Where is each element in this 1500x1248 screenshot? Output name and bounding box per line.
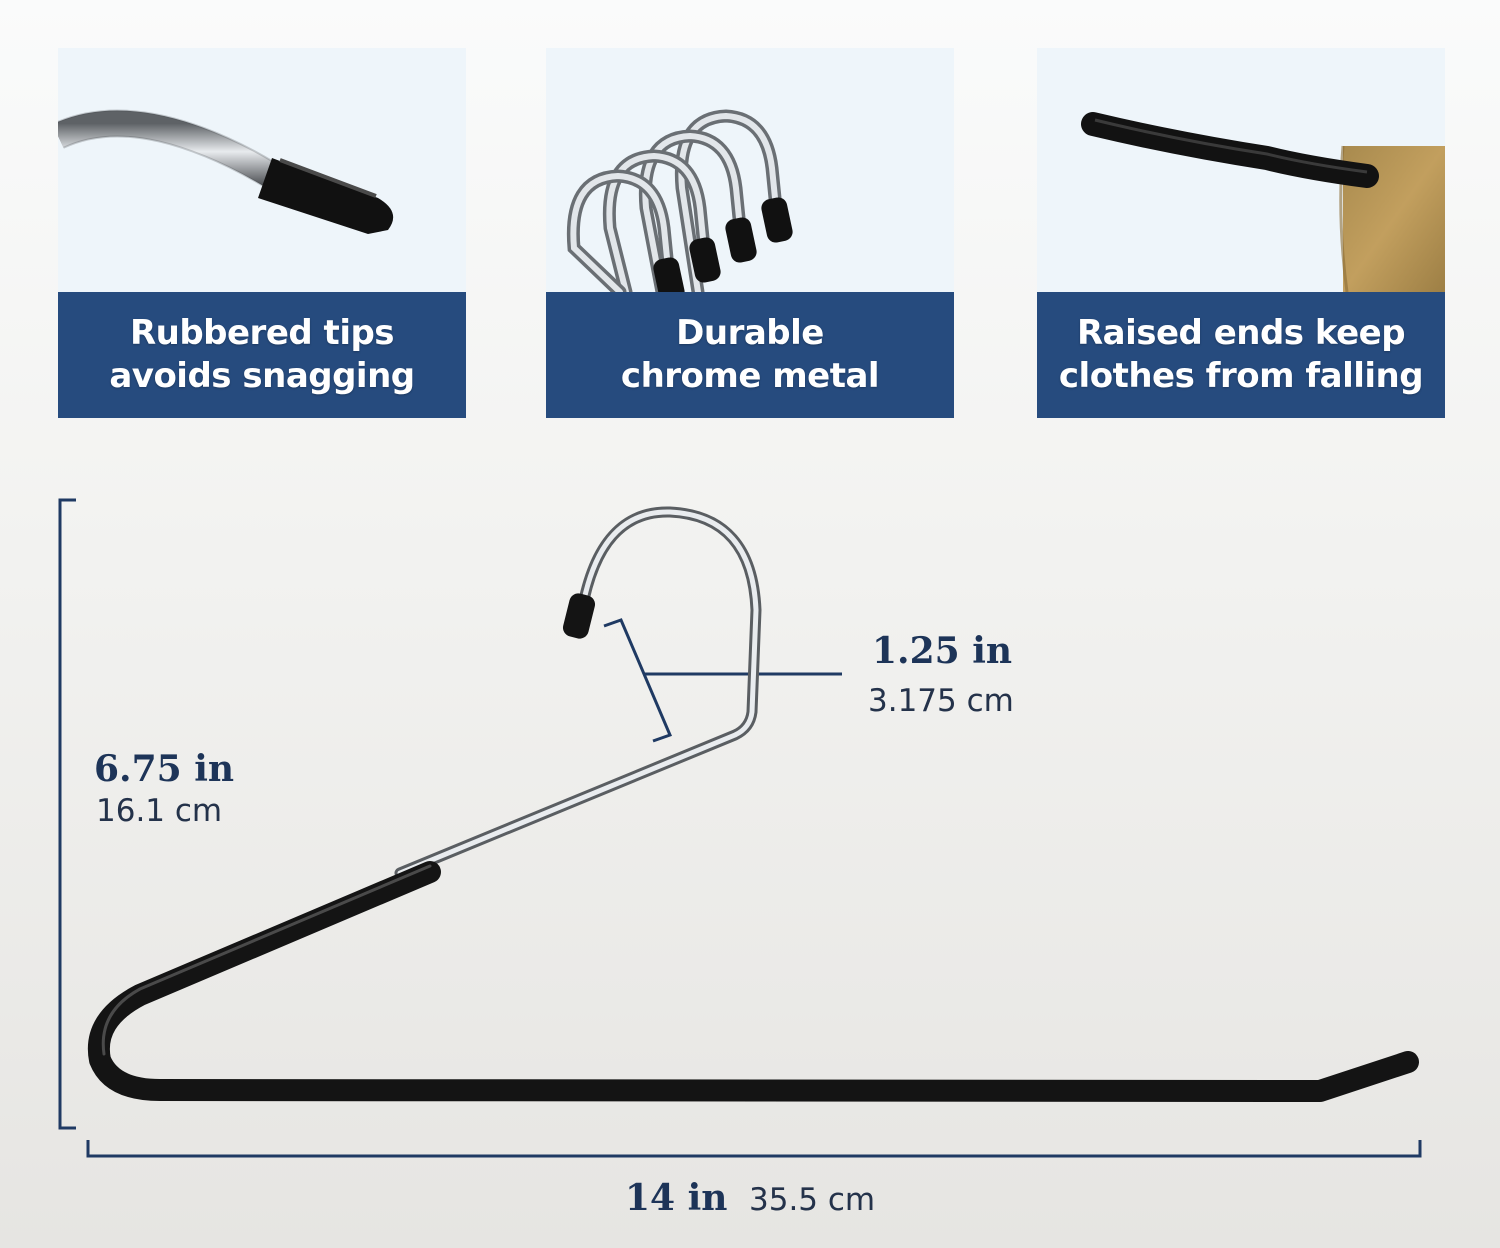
feature-card-chrome-metal: Durable chrome metal <box>546 48 954 418</box>
height-dimension-line <box>58 498 76 1130</box>
feature-label: Rubbered tips avoids snagging <box>58 292 466 418</box>
width-dimension-line <box>86 1140 1422 1158</box>
hanger-coated-section <box>87 861 1419 1102</box>
width-cm-label: 35.5 cm <box>749 1182 876 1218</box>
hook-dimension-line <box>603 618 842 743</box>
raised-end-image <box>1037 48 1445 292</box>
feature-label: Raised ends keep clothes from falling <box>1037 292 1445 418</box>
feature-card-raised-ends: Raised ends keep clothes from falling <box>1037 48 1445 418</box>
hook-inches-label: 1.25 in <box>872 630 1013 672</box>
feature-card-rubber-tips: Rubbered tips avoids snagging <box>58 48 466 418</box>
hook-cm-label: 3.175 cm <box>868 683 1014 719</box>
width-inches-label: 14 in <box>625 1177 728 1219</box>
hanger-chrome-section <box>394 506 762 879</box>
feature-caption: Raised ends keep clothes from falling <box>1058 313 1424 396</box>
hook-rubber-tip <box>562 593 596 639</box>
feature-caption: Rubbered tips avoids snagging <box>109 313 415 396</box>
feature-caption: Durable chrome metal <box>620 313 880 396</box>
height-cm-label: 16.1 cm <box>96 793 223 829</box>
chrome-hooks-image <box>546 48 954 292</box>
height-inches-label: 6.75 in <box>94 748 235 790</box>
feature-label: Durable chrome metal <box>546 292 954 418</box>
rubber-tip-image <box>58 48 466 292</box>
